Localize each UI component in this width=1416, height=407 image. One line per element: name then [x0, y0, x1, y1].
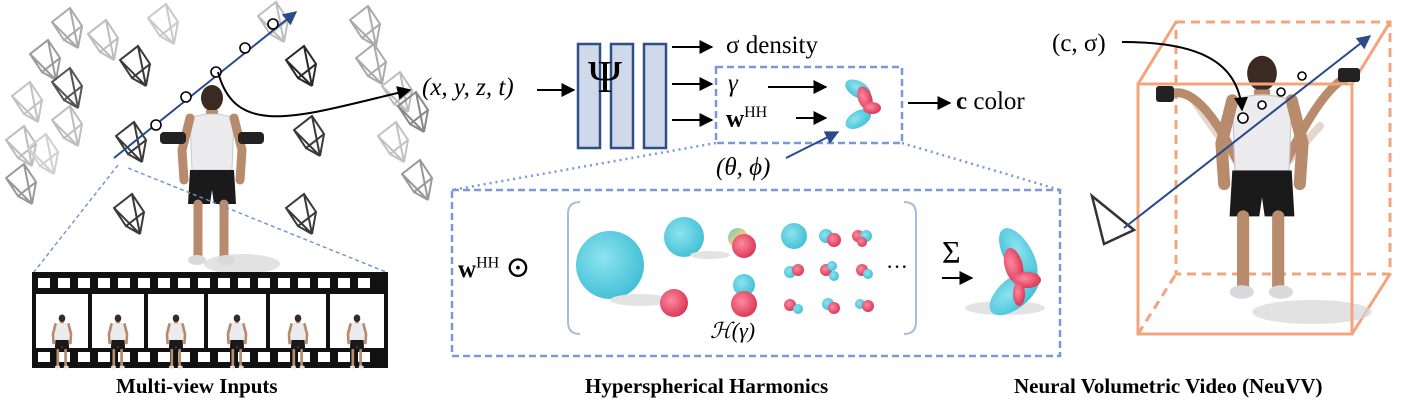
network-layer-3	[642, 42, 668, 150]
caption-neuvv: Neural Volumetric Video (NeuVV)	[1014, 374, 1323, 398]
w-symbol: w	[726, 105, 745, 133]
actor-figure	[160, 85, 280, 274]
color-word: color	[973, 88, 1025, 115]
sigma-density-label: σ density	[726, 32, 818, 59]
hh-input-box	[714, 65, 904, 145]
w-hh-odot-label: wHH ⊙	[458, 250, 531, 285]
neuvv-render-ray	[1123, 35, 1372, 229]
sum-symbol: Σ	[942, 234, 961, 270]
c-sigma-text: (c, σ)	[1052, 30, 1106, 57]
w-hh-label: wHH	[726, 104, 767, 133]
network-panel	[450, 40, 1062, 358]
c-symbol: c	[956, 88, 968, 115]
c-sigma-arrow	[1121, 41, 1248, 112]
view-direction-arrow	[785, 131, 840, 159]
left-sampling-ray	[113, 11, 298, 159]
psi-network-label: Ψ	[588, 51, 622, 102]
odot-symbol: ⊙	[505, 251, 531, 284]
video-film-strip	[32, 272, 388, 370]
hh-expansion-box	[450, 188, 1062, 358]
c-sigma-label: (c, σ)	[1052, 30, 1106, 58]
harmonics-basis-label: ℋ(γ)	[710, 318, 756, 343]
multi-view-inputs-panel	[5, 1, 433, 370]
ellipsis: ···	[886, 254, 908, 279]
caption-multi-view-inputs: Multi-view Inputs	[116, 374, 278, 398]
combined-hh-lobe	[965, 228, 1045, 316]
caption-hyperspherical-harmonics: Hyperspherical Harmonics	[585, 374, 829, 398]
hh-superscript-large: HH	[476, 254, 500, 272]
input-coordinates-label: (x, y, z, t)	[422, 74, 514, 101]
hh-superscript: HH	[744, 104, 768, 121]
view-direction-label: (θ, ϕ)	[716, 154, 771, 181]
sample-to-input-arrow	[217, 71, 412, 118]
harmonic-basis-grid	[576, 217, 874, 317]
network-layer-2	[609, 42, 635, 150]
neuvv-actor-figure	[1156, 56, 1372, 324]
neuvv-panel	[1089, 20, 1392, 336]
gamma-label: γ	[728, 70, 738, 97]
viewing-camera-icon	[1089, 192, 1137, 246]
small-hh-lobe	[845, 79, 881, 129]
network-layer-1	[576, 42, 602, 150]
color-output-label: c color	[956, 88, 1025, 116]
w-symbol-large: w	[458, 256, 477, 283]
